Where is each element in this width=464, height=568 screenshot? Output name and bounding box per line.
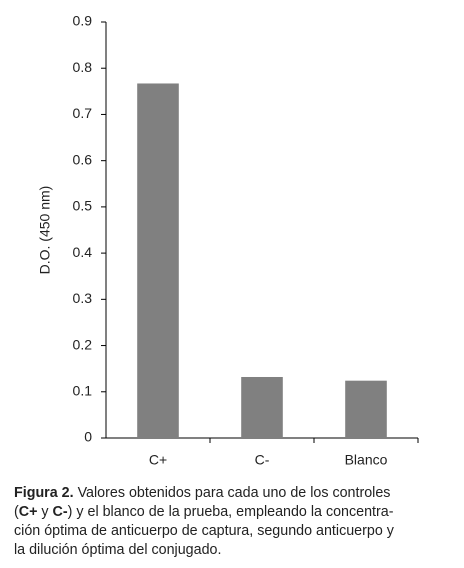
y-tick-label: 0.1 xyxy=(73,382,93,398)
caption-label: Figura 2. xyxy=(14,485,74,501)
y-tick-label: 0.6 xyxy=(73,151,93,167)
x-tick-label: Blanco xyxy=(345,452,388,468)
caption-line: (C+ y C-) y el blanco de la prueba, empl… xyxy=(14,503,394,522)
caption-line: ción óptima de anticuerpo de captura, se… xyxy=(14,523,394,539)
bar xyxy=(137,83,179,438)
y-tick-label: 0.4 xyxy=(73,244,93,260)
caption-text: Valores obtenidos para cada uno de los c… xyxy=(73,485,391,501)
bar xyxy=(241,376,283,438)
y-axis-label: D.O. (450 nm) xyxy=(37,186,53,275)
y-tick-label: 0.5 xyxy=(73,198,93,214)
caption-line: la dilución óptima del conjugado. xyxy=(14,542,222,558)
caption-text: y xyxy=(37,504,53,520)
caption: Figura 2. Valores obtenidos para cada un… xyxy=(14,484,394,560)
x-tick-label: C+ xyxy=(149,452,167,468)
y-tick-label: 0.2 xyxy=(73,336,93,352)
caption-line: Figura 2. Valores obtenidos para cada un… xyxy=(14,484,394,503)
caption-bold: C- xyxy=(52,504,68,520)
y-tick-label: 0.9 xyxy=(73,13,93,29)
caption-text: ) y el blanco de la prueba, empleando la… xyxy=(67,504,394,520)
caption-bold: C+ xyxy=(18,504,38,520)
y-tick-label: 0.8 xyxy=(73,59,93,75)
caption-text: ( xyxy=(14,504,19,520)
x-tick-label: C- xyxy=(255,452,270,468)
y-tick-label: 0 xyxy=(84,429,92,445)
y-tick-label: 0.7 xyxy=(73,105,93,121)
chart: D.O. (450 nm) 0 0.1 0.2 0.3 0.4 0.5 0.6 0.7 0.8 0… xyxy=(37,13,419,468)
y-tick-label: 0.3 xyxy=(73,290,93,306)
bar xyxy=(345,380,387,438)
